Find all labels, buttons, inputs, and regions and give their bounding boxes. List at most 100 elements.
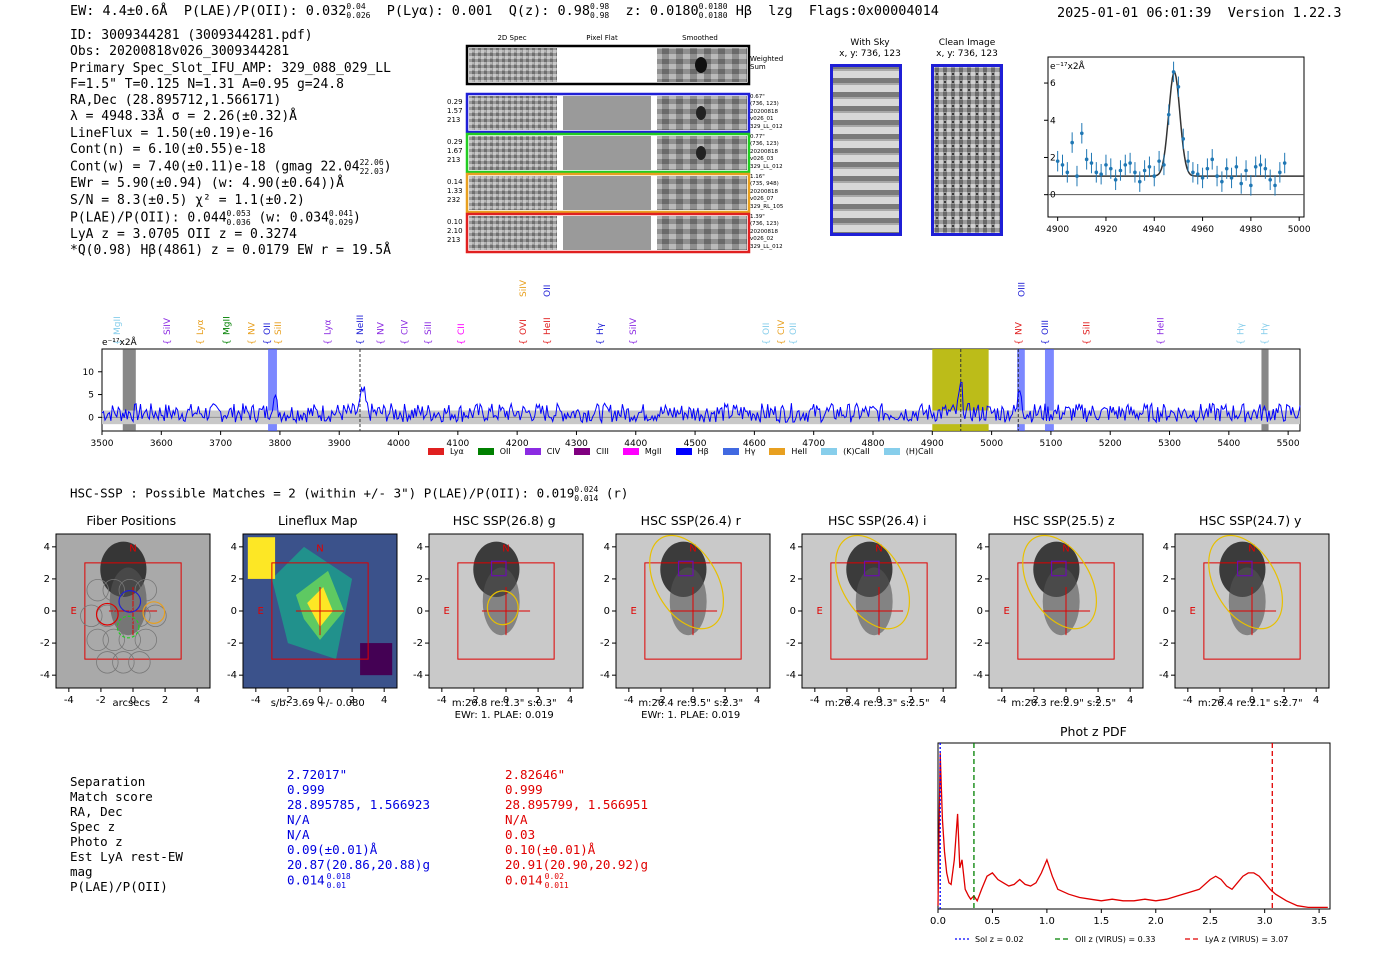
match-value: 0.999: [505, 782, 543, 797]
match-value: N/A: [287, 827, 310, 842]
hsc-ytick-label: 2: [976, 574, 982, 585]
east-marker: E: [1003, 606, 1009, 617]
photz-xtick-label: 1.0: [1039, 916, 1055, 927]
fiber-circle: [118, 578, 141, 602]
row1-right-labels: 0.67" (736, 123) 20200818 v026_01 329_LL_012: [750, 94, 783, 131]
header-right: 2025-01-01 06:01:39 Version 1.22.3: [1057, 5, 1342, 21]
row3-r4: v026_07: [750, 196, 774, 203]
match-label: RA, Dec: [70, 804, 123, 819]
legend-swatch: [722, 448, 739, 455]
photz-legend-label: LyA z (VIRUS) = 3.07: [1205, 935, 1288, 944]
hsc-ytick-label: 0: [417, 606, 423, 617]
spec-line-bracket: {: [323, 339, 333, 345]
weighted-2dspec: [469, 48, 557, 82]
legend-item: Hβ: [675, 447, 709, 456]
fit-point: [1065, 170, 1070, 175]
spec-line-label: Hγ: [1260, 322, 1270, 335]
spec-line-bracket: {: [1237, 339, 1247, 345]
hsc-xtick-label: -4: [996, 695, 1006, 706]
hsc-caption-line1: m:20.4 re:3.5" s:2.3": [638, 698, 744, 709]
clean-image-label: Clean Image: [938, 38, 996, 48]
header-version: Version 1.22.3: [1227, 5, 1342, 21]
spec-xtick-label: 4200: [506, 439, 529, 449]
fit-point: [1166, 112, 1171, 117]
fit-point: [1152, 174, 1157, 178]
fiber-circle: [134, 578, 158, 602]
fit-point: [1147, 164, 1152, 169]
hsc-panel-caption: m:20.8 re:1.3" s:0.3" EWr: 1. PLAE: 0.019: [411, 698, 598, 722]
info-contn: Cont(n) = 6.10(±0.55)e-18: [70, 142, 266, 158]
fiber-circle: [86, 628, 109, 652]
fit-ytick-label: 0: [1050, 191, 1056, 201]
match-sub: 0.011: [544, 881, 569, 890]
source-ellipse: [1208, 534, 1284, 630]
fit-point: [1205, 166, 1210, 171]
weighted-line2: Sum: [750, 63, 766, 71]
photz-xtick-label: 0.5: [984, 916, 1000, 927]
row2-left-labels: 0.29 1.67 213: [447, 138, 463, 165]
fit-point: [1200, 176, 1205, 180]
row2-l2: 1.67: [447, 147, 463, 155]
match-sub: 0.01: [326, 881, 346, 890]
match-value: 0.10(±0.01)Å: [505, 842, 596, 857]
full-spectrum-plot: MgII{SiIV{Lyα{MgII{NV{SiII{OII{Lyα{NeIII…: [83, 279, 1301, 449]
hsc-ytick-label: -4: [600, 670, 610, 681]
fit-point: [1094, 170, 1099, 175]
fit-point: [1080, 131, 1084, 136]
fit-unit-label: e⁻¹⁷x2Å: [1050, 60, 1086, 72]
fit-point: [1215, 174, 1219, 178]
hsc-ytick-label: 2: [230, 574, 236, 585]
hsc-xtick-label: -4: [810, 695, 820, 706]
spec-line-bracket: {: [1082, 339, 1092, 345]
fit-ytick-label: 6: [1050, 79, 1056, 89]
row4-r3: 20200818: [750, 228, 778, 235]
legend-label: MgII: [644, 447, 662, 456]
weighted-sum-frame: [465, 44, 751, 86]
hsc-caption-line1: m:20.4 re:3.3" s:2.5": [824, 698, 930, 709]
hsc-xtick-label: -2: [469, 695, 479, 706]
spec-line-bracket: {: [457, 339, 467, 345]
fit-point: [1113, 177, 1118, 182]
spec-xtick-label: 5100: [1039, 439, 1062, 449]
spec-line-bracket: {: [424, 339, 434, 345]
hsc-panel-image: N E -4 -4 -2 -2 0 0 2 2 4 4: [973, 533, 1143, 706]
match-value: 0.03: [505, 827, 536, 842]
header-plae-val: 0.032: [305, 3, 347, 19]
hsc-xtick-label: 2: [162, 695, 168, 706]
legend-item: MgII: [622, 447, 662, 456]
galaxy-halo: [1042, 567, 1080, 636]
match-value: N/A: [505, 812, 528, 827]
spec-xtick-label: 4100: [446, 439, 469, 449]
hsc-xtick-label: 2: [348, 695, 354, 706]
row2-r1: 0.77": [750, 134, 765, 140]
clean-image-coords: x, y: 736, 123: [936, 49, 998, 59]
north-marker: N: [316, 544, 323, 555]
north-marker: N: [1248, 544, 1255, 555]
spec-line-label: NV: [247, 321, 257, 335]
fit-model-curve: [1048, 71, 1304, 177]
weighted-pixelflat: [559, 48, 655, 82]
hsc-ytick-label: -2: [600, 638, 610, 649]
hsc-panel-caption: arcsecs: [38, 698, 225, 710]
hsc-panel: Lineflux Map N E -4 -4 -2 -2 0 0 2 2 4 4 s/b: 3.69 +/…: [225, 510, 412, 730]
header-z-sub: 0.0180: [698, 11, 728, 20]
match-value: 2.72017": [287, 767, 348, 782]
fiber-orange: [142, 601, 166, 624]
source-ellipse: [835, 534, 911, 630]
spec-line-bracket: {: [777, 339, 787, 345]
hsc-xtick-label: 4: [940, 695, 946, 706]
hsc-xtick-label: -4: [1183, 695, 1193, 706]
hsc-ytick-label: -4: [227, 670, 237, 681]
row3-l1: 0.14: [447, 178, 463, 186]
row1-l1: 0.29: [447, 98, 463, 106]
galaxy-halo: [669, 567, 707, 636]
spec-line-label: CIV: [400, 319, 410, 335]
hsc-title-text: HSC-SSP : Possible Matches = 2 (within +…: [70, 485, 575, 501]
hsc-ytick-label: 4: [417, 542, 423, 553]
match-value: 0.014 0.018 0.01: [287, 872, 351, 890]
hsc-xtick-label: 0: [503, 695, 509, 706]
header-qz-sub: 0.98: [589, 11, 610, 20]
row1-r1: 0.67": [750, 94, 765, 100]
row1-r3: 20200818: [750, 108, 778, 115]
spec-line-bracket: {: [1041, 339, 1051, 345]
